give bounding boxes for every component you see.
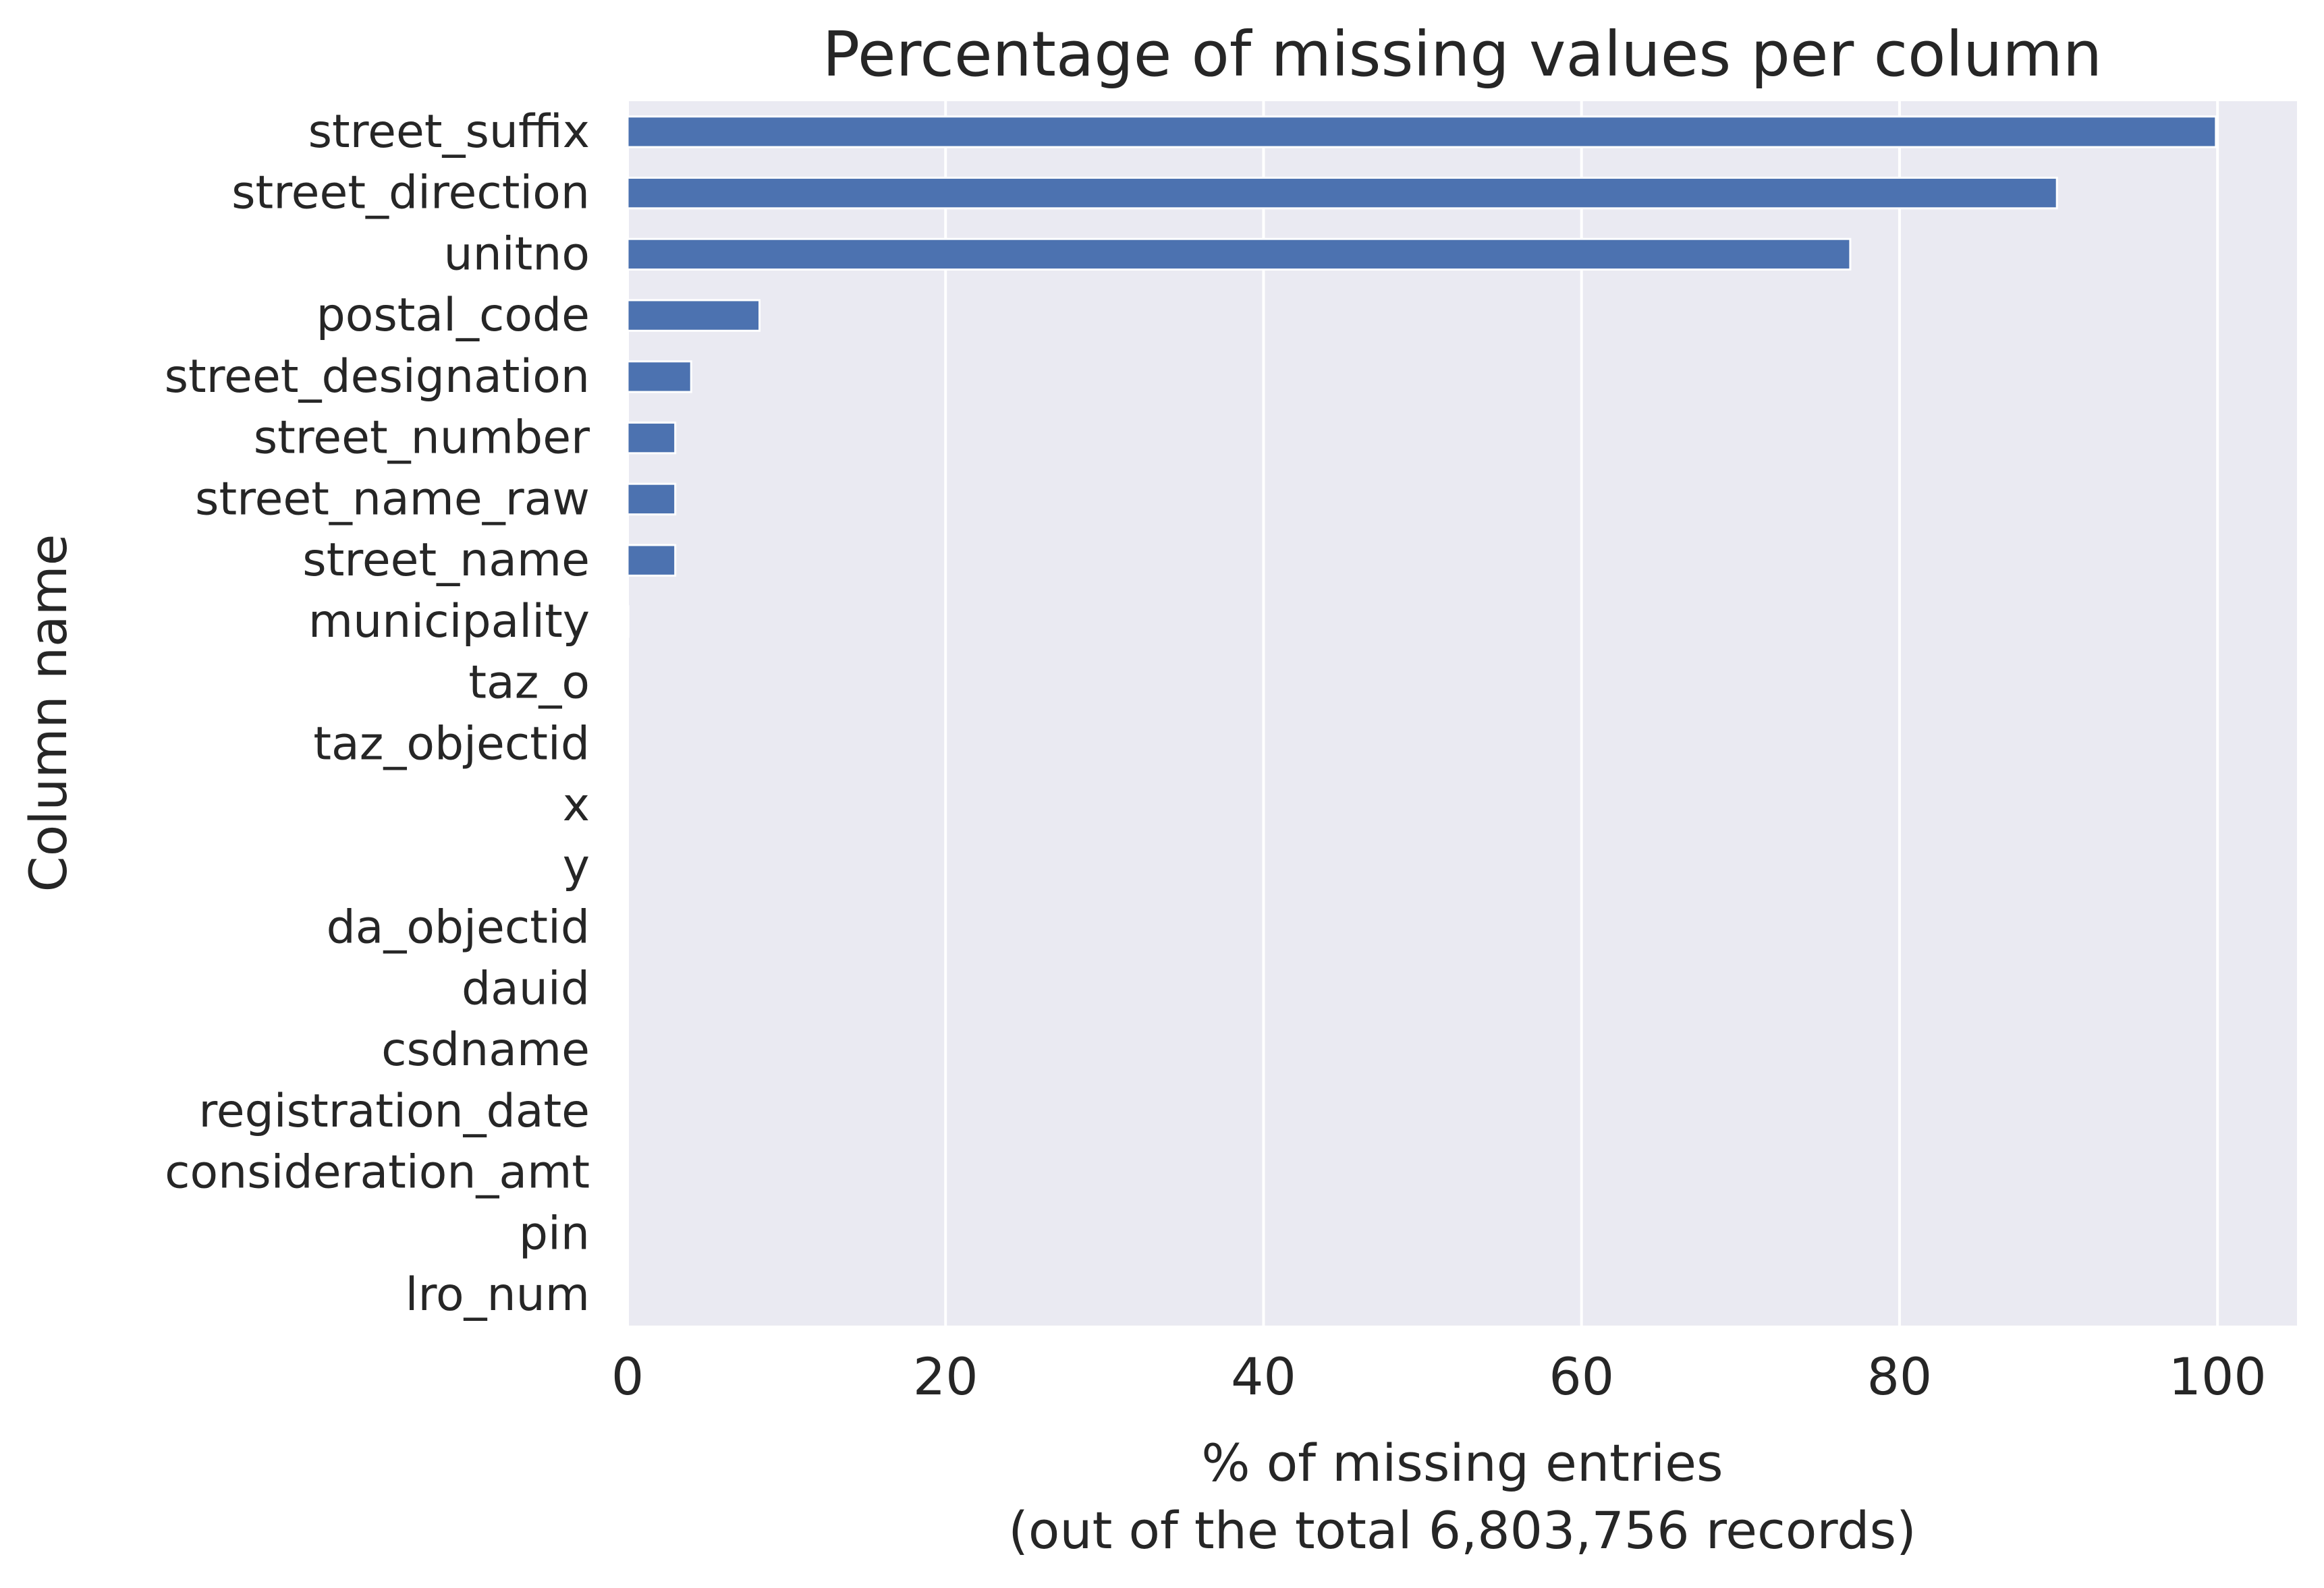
bar-unitno	[626, 237, 1852, 271]
bar-street-name-raw	[626, 482, 677, 516]
y-tick-label: street_name_raw	[195, 472, 590, 526]
x-tick-label: 40	[1231, 1346, 1296, 1407]
x-tick-labels: 0 20 40 60 80 100	[611, 1346, 2267, 1407]
y-tick-label: y	[563, 840, 590, 893]
y-tick-label: street_direction	[231, 167, 590, 220]
bar-street-suffix	[626, 115, 2217, 148]
y-tick-label: x	[563, 778, 590, 832]
x-tick-label: 80	[1867, 1346, 1933, 1407]
x-tick-label: 100	[2169, 1346, 2267, 1407]
plot-area	[628, 101, 2297, 1326]
bar-street-direction	[626, 176, 2058, 210]
bar-street-name	[626, 544, 677, 577]
y-tick-label: taz_o	[468, 656, 590, 710]
bar-street-designation	[626, 360, 692, 393]
bar-street-number	[626, 421, 677, 455]
x-tick-label: 0	[611, 1346, 644, 1407]
grid-lines	[626, 101, 2219, 1326]
bar-postal-code	[626, 299, 761, 332]
y-tick-label: dauid	[462, 962, 590, 1015]
y-tick-label: unitno	[444, 227, 590, 281]
y-tick-label: lro_num	[406, 1268, 590, 1322]
x-tick-label: 60	[1549, 1346, 1614, 1407]
y-tick-label: street_number	[254, 412, 590, 465]
x-axis-label-line-2: (out of the total 6,803,756 records)	[1008, 1500, 1916, 1560]
y-tick-label: street_suffix	[308, 105, 590, 159]
chart-title: Percentage of missing values per column	[823, 18, 2102, 90]
y-tick-label: taz_objectid	[313, 717, 590, 770]
y-tick-label: municipality	[308, 595, 590, 648]
y-tick-label: registration_date	[198, 1085, 590, 1138]
y-tick-label: postal_code	[316, 289, 590, 342]
y-tick-label: da_objectid	[327, 901, 590, 955]
x-tick-label: 20	[913, 1346, 978, 1407]
y-tick-label: consideration_amt	[165, 1146, 590, 1199]
y-tick-label: csdname	[381, 1023, 590, 1077]
bars	[626, 115, 2217, 638]
y-tick-label: street_designation	[165, 350, 590, 403]
y-tick-label: pin	[519, 1207, 590, 1260]
y-tick-label: street_name	[302, 534, 590, 587]
y-axis-label: Column name	[18, 534, 78, 892]
x-axis-label-line-1: % of missing entries	[1201, 1433, 1723, 1493]
